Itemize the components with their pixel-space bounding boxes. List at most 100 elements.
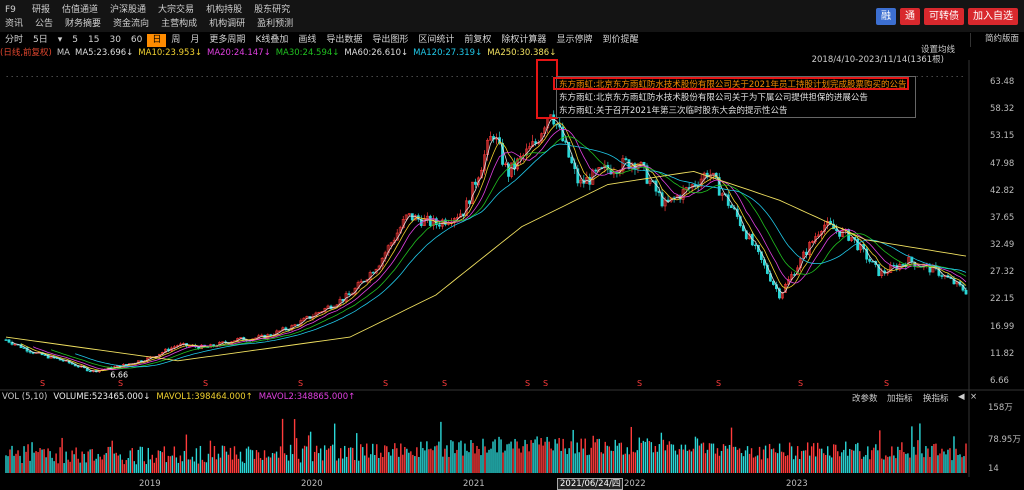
candle-body: [410, 213, 414, 221]
menu-item[interactable]: 沪深股通: [110, 5, 147, 15]
candle-body: [666, 199, 670, 202]
volume-bar: [961, 457, 963, 473]
volume-bar: [69, 461, 71, 473]
event-dot: ·: [246, 73, 248, 81]
volume-bar: [592, 435, 594, 473]
volume-bar: [394, 443, 396, 473]
action-button[interactable]: 可转债: [924, 8, 964, 25]
volume-bar: [929, 456, 931, 473]
toolbar-item[interactable]: K线叠加: [255, 34, 289, 45]
volume-bar: [151, 454, 154, 473]
volume-bar: [348, 447, 350, 473]
set-ma-button[interactable]: 设置均线: [920, 45, 955, 55]
volume-bar: [17, 450, 19, 473]
volume-control-button[interactable]: 改参数: [852, 394, 878, 404]
toolbar-item[interactable]: 区间统计: [418, 34, 455, 45]
toolbar-item[interactable]: 前复权: [464, 34, 492, 45]
toolbar-item[interactable]: 导出数据: [326, 34, 363, 45]
volume-bar: [319, 448, 322, 473]
volume-bar: [536, 436, 538, 473]
volume-bar: [514, 438, 516, 473]
volume-bar: [247, 446, 250, 473]
volume-control-button[interactable]: ×: [970, 392, 978, 402]
volume-bar: [668, 441, 671, 473]
announcement-item[interactable]: 东方雨虹:北京东方雨虹防水技术股份有限公司关于为下属公司提供担保的进展公告: [559, 93, 868, 103]
menu-item[interactable]: 研报: [32, 5, 51, 15]
toolbar-item[interactable]: 到价提醒: [602, 34, 639, 45]
event-dot: ·: [361, 73, 363, 81]
toolbar-item[interactable]: 5日: [33, 34, 48, 45]
candle-body: [404, 214, 408, 220]
volume-bar: [255, 450, 258, 473]
volume-control-button[interactable]: 加指标: [887, 394, 913, 404]
toolbar-item[interactable]: 30: [109, 34, 121, 45]
volume-control-button[interactable]: ◀: [958, 392, 965, 402]
volume-bar: [947, 449, 949, 473]
volume-bar: [99, 456, 101, 473]
announcement-item[interactable]: 东方雨虹:北京东方雨虹防水技术股份有限公司关于2021年员工持股计划完成股票购买…: [559, 80, 907, 90]
event-dot: ·: [286, 73, 288, 81]
event-dot: ·: [281, 73, 283, 81]
menu-item[interactable]: 主营构成: [161, 19, 198, 29]
menu-item[interactable]: 估值通道: [62, 5, 99, 15]
volume-bar: [368, 457, 370, 473]
candle-body: [645, 165, 649, 184]
volume-bar: [93, 460, 95, 473]
menu-item[interactable]: 股东研究: [254, 5, 291, 15]
volume-bar: [843, 449, 845, 473]
menu-item[interactable]: 资金流向: [113, 19, 150, 29]
simple-layout-toggle[interactable]: 简约版面: [970, 33, 1024, 47]
volume-bar: [847, 455, 849, 473]
toolbar-item[interactable]: 更多周期: [209, 34, 246, 45]
volume-chart[interactable]: 158万 78.95万 14: [0, 389, 1024, 477]
candle-body: [459, 213, 462, 218]
toolbar-item[interactable]: 导出图形: [372, 34, 409, 45]
event-dot: ·: [346, 73, 348, 81]
action-button[interactable]: 通: [900, 8, 920, 25]
volume-bar: [49, 451, 51, 473]
toolbar-item[interactable]: 周: [171, 34, 181, 45]
candle-body: [22, 347, 26, 349]
toolbar-item[interactable]: 60: [130, 34, 143, 45]
volume-bar: [199, 445, 202, 473]
toolbar-item[interactable]: 分时: [5, 34, 24, 45]
announcement-item[interactable]: 东方雨虹:关于召开2021年第三次临时股东大会的提示性公告: [559, 106, 788, 116]
toolbar-item[interactable]: 15: [88, 34, 100, 45]
toolbar-item[interactable]: 月: [190, 34, 200, 45]
menu-item[interactable]: 盈利预测: [257, 19, 294, 29]
event-dot: ·: [151, 73, 153, 81]
toolbar-item[interactable]: 日: [147, 33, 167, 47]
event-marker: S: [637, 379, 642, 388]
volume-bar: [552, 450, 554, 473]
action-button[interactable]: 加入自选: [968, 8, 1018, 25]
toolbar-item[interactable]: 5: [72, 34, 79, 45]
menu-item[interactable]: 财务摘要: [65, 19, 102, 29]
event-dot: ·: [526, 73, 528, 81]
menu-item[interactable]: 大宗交易: [158, 5, 195, 15]
volume-bar: [173, 446, 176, 473]
volume-bar: [209, 440, 212, 473]
menu-item[interactable]: F9: [5, 5, 16, 15]
candle-body: [477, 177, 480, 185]
menu-item[interactable]: 机构调研: [209, 19, 246, 29]
toolbar-item[interactable]: 显示停牌: [556, 34, 593, 45]
volume-bar: [323, 445, 326, 473]
menu-item[interactable]: 公告: [35, 19, 54, 29]
menu-item[interactable]: 资讯: [5, 19, 24, 29]
action-button[interactable]: 融: [876, 8, 896, 25]
volume-bar: [560, 450, 562, 473]
event-dot: ·: [216, 73, 218, 81]
volume-bar: [283, 453, 286, 473]
candle-body: [663, 199, 667, 207]
volume-bar: [500, 439, 502, 473]
toolbar-item[interactable]: 画线: [298, 34, 317, 45]
price-chart[interactable]: · · · · · · · · · · · · · · · · · · · · · · · · · · · · · · · · · · · · · · · ·…: [0, 60, 1024, 390]
volume-bar: [602, 453, 604, 473]
volume-control-button[interactable]: 换指标: [923, 394, 949, 404]
volume-bar: [590, 447, 592, 473]
toolbar-item[interactable]: 除权计算器: [501, 34, 547, 45]
volume-bar: [652, 452, 655, 473]
toolbar-item[interactable]: ▾: [57, 34, 63, 45]
menu-item[interactable]: 机构持股: [206, 5, 243, 15]
volume-bar: [694, 436, 697, 473]
